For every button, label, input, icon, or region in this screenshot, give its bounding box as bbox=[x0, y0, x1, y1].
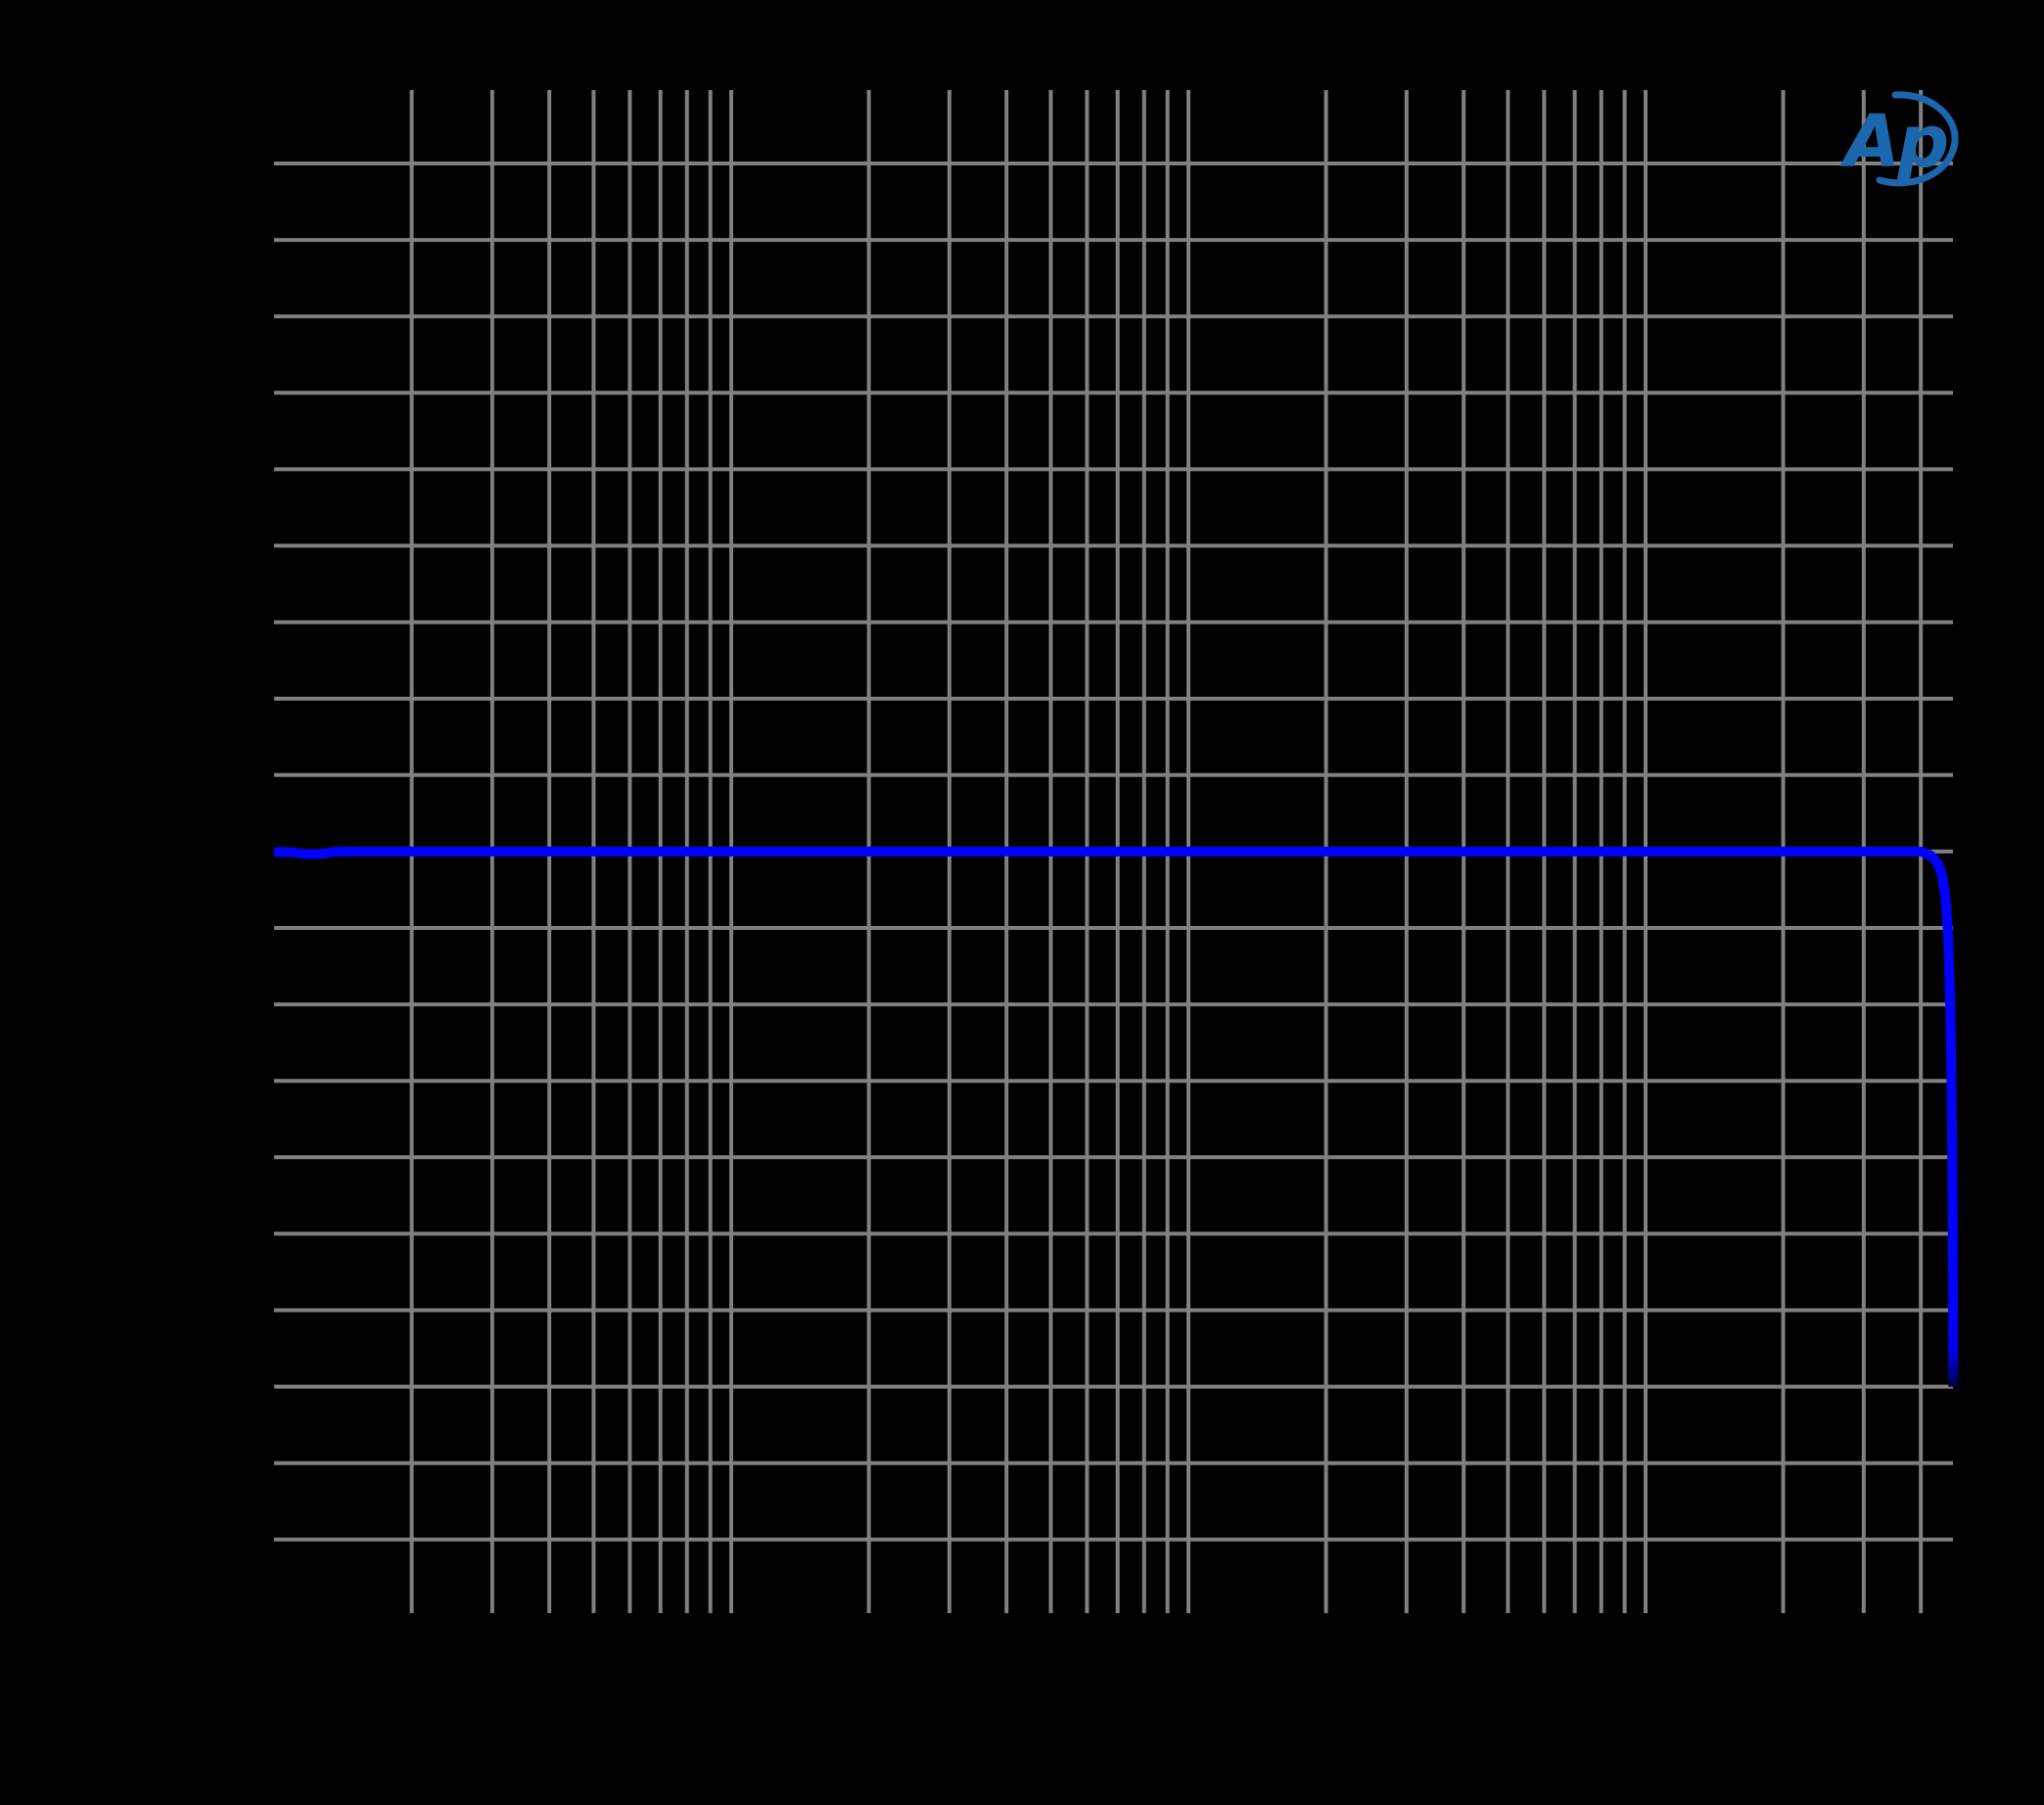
logo-text: Ap bbox=[1839, 100, 1947, 184]
response-curve bbox=[273, 846, 1959, 1387]
logo-swoosh-arc bbox=[1876, 91, 1959, 187]
audio-precision-logo: Ap bbox=[1839, 91, 1959, 187]
